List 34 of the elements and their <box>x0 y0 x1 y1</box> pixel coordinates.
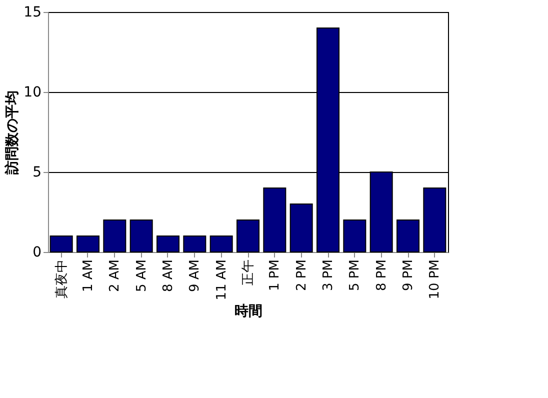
x-tick-label: 9 AM <box>188 260 203 292</box>
x-tick-label: 2 PM <box>294 260 310 291</box>
bar <box>236 220 260 252</box>
bar <box>210 236 233 252</box>
bar <box>50 236 73 252</box>
y-tick-label: 5 <box>32 164 42 180</box>
x-tick-label: 2 AM <box>108 260 123 292</box>
x-tick-label: 9 PM <box>401 260 416 291</box>
bar <box>343 220 366 252</box>
x-tick-label: 1 AM <box>81 260 96 292</box>
bar <box>130 220 153 252</box>
y-axis-title: 訪問数の平均 <box>4 90 21 176</box>
x-tick-label: 真夜中 <box>53 260 70 298</box>
bar <box>290 204 313 252</box>
x-tick-label: 5 AM <box>134 260 150 292</box>
y-tick-label: 0 <box>32 244 42 260</box>
x-tick-label: 正午 <box>241 260 256 286</box>
x-tick-label: 5 PM <box>348 260 363 291</box>
x-tick-label: 11 AM <box>214 260 230 300</box>
y-tick-label: 10 <box>24 84 42 100</box>
x-tick-label: 3 PM <box>321 260 336 291</box>
bar <box>183 236 206 252</box>
x-tick-label: 1 PM <box>268 260 283 291</box>
bar <box>103 220 126 252</box>
bar <box>396 220 420 252</box>
bar <box>263 188 286 252</box>
x-tick-label: 8 PM <box>374 260 390 291</box>
bar <box>156 236 180 252</box>
x-tick-label: 8 AM <box>161 260 176 292</box>
x-tick-label: 10 PM <box>428 260 443 300</box>
y-tick-label: 15 <box>24 4 42 20</box>
bar <box>423 188 446 252</box>
bar <box>76 236 100 252</box>
x-axis-title: 時間 <box>234 303 262 320</box>
